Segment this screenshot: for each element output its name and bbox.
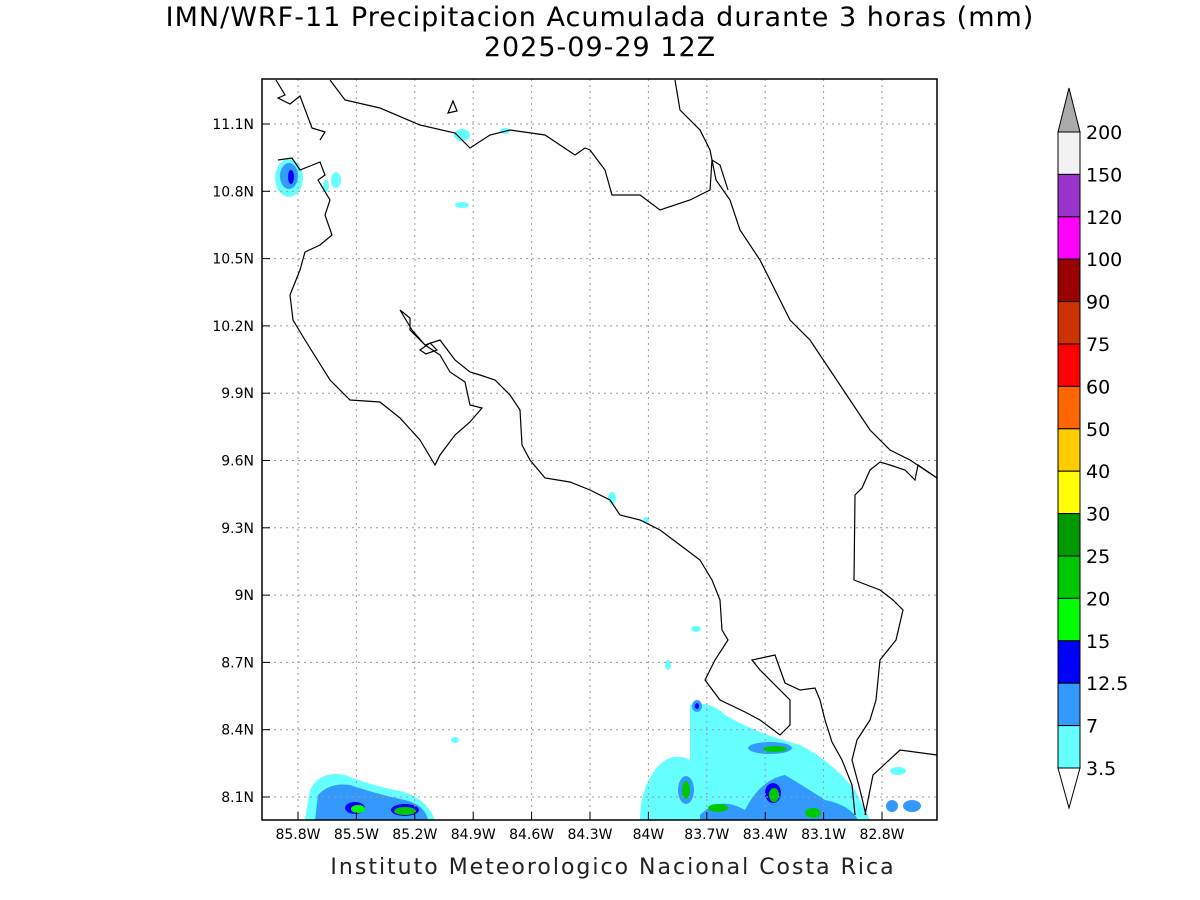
colorbar-label: 20 [1086, 588, 1110, 610]
colorbar-swatch [1057, 343, 1081, 387]
lon-tick-label: 84.3W [567, 827, 612, 843]
colorbar-label: 150 [1086, 164, 1122, 186]
colorbar-swatch [1057, 640, 1081, 684]
lat-tick-label: 9.3N [221, 521, 254, 537]
lon-tick-label: 83.1W [801, 827, 846, 843]
lon-tick-label: 83.4W [743, 827, 788, 843]
colorbar-swatch [1057, 131, 1081, 175]
colorbar-over-triangle [1057, 87, 1081, 133]
colorbar-swatch [1057, 258, 1081, 303]
map-subtitle-date: 2025-09-29 12Z [483, 32, 717, 63]
colorbar-label: 15 [1086, 631, 1110, 653]
colorbar-label: 40 [1086, 461, 1110, 483]
colorbar-swatch [1057, 682, 1081, 727]
colorbar-label: 25 [1086, 546, 1110, 568]
colorbar-label: 12.5 [1086, 673, 1128, 695]
colorbar-swatch [1057, 216, 1081, 260]
colorbar-label: 3.5 [1086, 758, 1116, 780]
colorbar-label: 50 [1086, 419, 1110, 441]
lon-tick-label: 84.6W [509, 827, 554, 843]
lon-tick-label: 85.5W [334, 827, 379, 843]
colorbar-under-triangle [1057, 767, 1081, 810]
colorbar-swatch [1057, 725, 1081, 769]
colorbar-label: 120 [1086, 207, 1122, 229]
lon-tick-label: 85.8W [275, 827, 320, 843]
precipitation-field [275, 128, 921, 820]
lat-tick-label: 9N [235, 588, 254, 604]
colorbar-swatch [1057, 597, 1081, 642]
lat-tick-label: 10.5N [212, 252, 254, 268]
map-frame [261, 78, 938, 821]
colorbar-label: 30 [1086, 504, 1110, 526]
lat-tick-label: 8.4N [221, 723, 254, 739]
colorbar-swatch [1057, 385, 1081, 430]
lat-tick-label: 10.2N [212, 319, 254, 335]
lat-tick-label: 8.1N [221, 790, 254, 806]
colorbar-swatch [1057, 301, 1081, 345]
lon-tick-label: 84W [633, 827, 665, 843]
lon-tick-label: 85.2W [392, 827, 437, 843]
coastlines [275, 79, 938, 816]
colorbar-swatch [1057, 173, 1081, 218]
colorbar-swatch [1057, 470, 1081, 515]
lon-tick-label: 82.8W [859, 827, 904, 843]
colorbar-label: 100 [1086, 249, 1122, 271]
colorbar: 200 150 120 100 90 75 60 50 40 30 25 20 15 12.5 7 3.5 [1057, 87, 1128, 810]
lat-tick-label: 8.7N [221, 655, 254, 671]
lat-tick-label: 9.9N [221, 386, 254, 402]
lat-tick-label: 10.8N [212, 184, 254, 200]
colorbar-swatch [1057, 428, 1081, 472]
map-title: IMN/WRF-11 Precipitacion Acumulada duran… [165, 2, 1035, 33]
colorbar-swatch [1057, 513, 1081, 557]
colorbar-label: 7 [1086, 716, 1098, 738]
lat-tick-label: 9.6N [221, 454, 254, 470]
lon-tick-label: 83.7W [684, 827, 729, 843]
colorbar-label: 60 [1086, 376, 1110, 398]
grid-lines [262, 79, 937, 820]
lon-tick-label: 84.9W [451, 827, 496, 843]
axis-ticks: 11.1N 10.8N 10.5N 10.2N 9.9N 9.6N 9.3N 9N 8.7N 8.… [212, 117, 904, 843]
colorbar-swatch [1057, 555, 1081, 599]
lat-tick-label: 11.1N [212, 117, 254, 133]
footer-credit: Instituto Meteorologico Nacional Costa R… [330, 855, 896, 880]
colorbar-label: 90 [1086, 292, 1110, 314]
colorbar-label: 200 [1086, 122, 1122, 144]
colorbar-label: 75 [1086, 334, 1110, 356]
